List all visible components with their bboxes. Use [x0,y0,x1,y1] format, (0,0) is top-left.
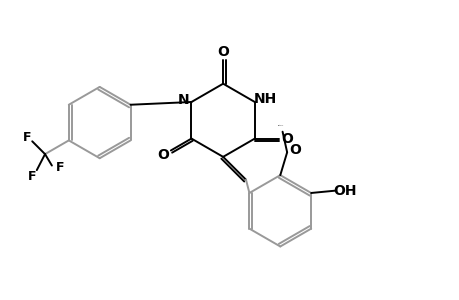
Text: F: F [56,161,64,174]
Text: O: O [288,143,300,157]
Text: F: F [22,131,31,144]
Text: O: O [217,45,229,59]
Text: methoxy: methoxy [278,125,284,126]
Text: OH: OH [332,184,356,198]
Text: F: F [28,170,36,184]
Text: O: O [157,148,169,162]
Text: NH: NH [253,92,276,106]
Text: N: N [178,93,189,107]
Text: O: O [280,132,292,145]
